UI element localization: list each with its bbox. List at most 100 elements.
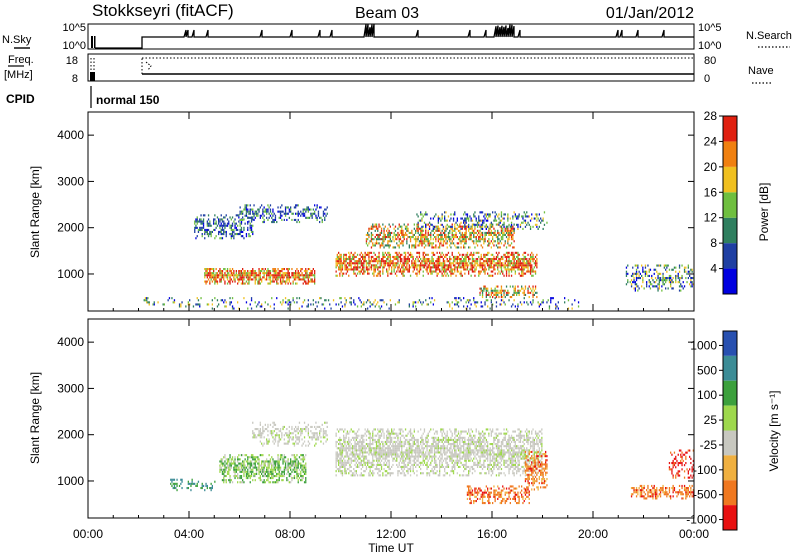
heatmap-cell [274,440,277,443]
heatmap-cell [483,289,485,292]
heatmap-cell [244,206,246,209]
heatmap-cell [317,438,320,441]
heatmap-cell [272,436,274,439]
heatmap-cell [374,440,376,443]
heatmap-cell [517,253,519,256]
heatmap-cell [512,236,514,239]
heatmap-cell [489,233,491,236]
heatmap-cell [480,255,482,258]
heatmap-cell [372,459,374,462]
heatmap-cell [263,460,265,463]
heatmap-cell [262,221,264,224]
heatmap-cell [427,229,429,232]
heatmap-cell [483,262,485,265]
heatmap-cell [230,464,232,467]
heatmap-cell [277,274,279,277]
heatmap-cell [508,244,510,247]
heatmap-cell [387,465,389,468]
heatmap-cell [288,430,290,433]
heatmap-cell [344,455,346,458]
heatmap-cell [360,264,362,267]
heatmap-cell [398,299,400,302]
heatmap-cell [218,220,220,223]
heatmap-cell [388,244,390,247]
heatmap-cell [350,457,352,460]
heatmap-cell [237,460,239,463]
heatmap-cell [243,466,245,469]
heatmap-cell [273,464,275,467]
heatmap-cell [374,268,376,271]
heatmap-cell [185,305,187,308]
heatmap-cell [635,264,638,267]
heatmap-cell [447,231,450,234]
heatmap-cell [394,251,397,254]
heatmap-cell [355,461,357,464]
heatmap-cell [272,274,274,277]
heatmap-cell [668,274,671,277]
heatmap-cell [521,272,523,275]
heatmap-cell [493,240,495,243]
heatmap-cell [372,223,374,226]
heatmap-cell [505,260,508,263]
heatmap-cell [407,270,409,273]
heatmap-cell [229,268,231,271]
heatmap-cell [239,212,241,215]
heatmap-cell [300,475,302,478]
heatmap-cell [196,216,198,219]
heatmap-cell [353,255,355,258]
heatmap-cell [255,428,258,431]
heatmap-cell [370,260,373,263]
heatmap-cell [518,253,520,256]
heatmap-cell [254,466,256,469]
heatmap-cell [377,428,379,431]
heatmap-cell [257,468,259,471]
heatmap-cell [247,204,249,207]
heatmap-cell [225,214,227,217]
heatmap-cell [249,210,251,213]
heatmap-cell [368,445,370,448]
heatmap-cell [252,270,254,273]
heatmap-cell [384,463,386,466]
heatmap-cell [460,262,462,265]
heatmap-cell [186,487,188,490]
heatmap-cell [456,260,458,263]
heatmap-cell [668,281,671,284]
heatmap-cell [507,240,509,243]
heatmap-cell [290,464,292,467]
heatmap-cell [485,291,487,294]
heatmap-cell [457,258,460,261]
heatmap-cell [369,461,371,464]
heatmap-cell [287,470,289,473]
heatmap-cell [474,223,476,226]
heatmap-cell [378,468,380,471]
heatmap-cell [360,445,362,448]
heatmap-cell [297,481,299,484]
heatmap-cell [418,242,421,245]
heatmap-cell [250,216,253,219]
heatmap-cell [445,268,447,271]
heatmap-cell [377,268,379,271]
heatmap-cell [487,225,489,228]
heatmap-cell [508,260,510,263]
heatmap-cell [437,246,439,249]
heatmap-cell [237,481,239,484]
heatmap-cell [505,255,508,258]
heatmap-cell [532,225,534,228]
heatmap-cell [339,461,341,464]
heatmap-cell [510,266,513,269]
heatmap-cell [176,482,178,485]
heatmap-cell [465,242,467,245]
heatmap-cell [403,262,405,265]
heatmap-cell [237,458,239,461]
heatmap-cell [311,432,313,435]
heatmap-cell [302,454,304,457]
heatmap-cell [238,454,240,457]
heatmap-cell [277,276,279,279]
heatmap-cell [221,224,224,227]
heatmap-cell [287,276,289,279]
heatmap-cell [485,215,487,218]
heatmap-cell [281,268,283,271]
heatmap-cell [351,445,354,448]
heatmap-cell [253,466,255,469]
heatmap-cell [196,226,198,229]
